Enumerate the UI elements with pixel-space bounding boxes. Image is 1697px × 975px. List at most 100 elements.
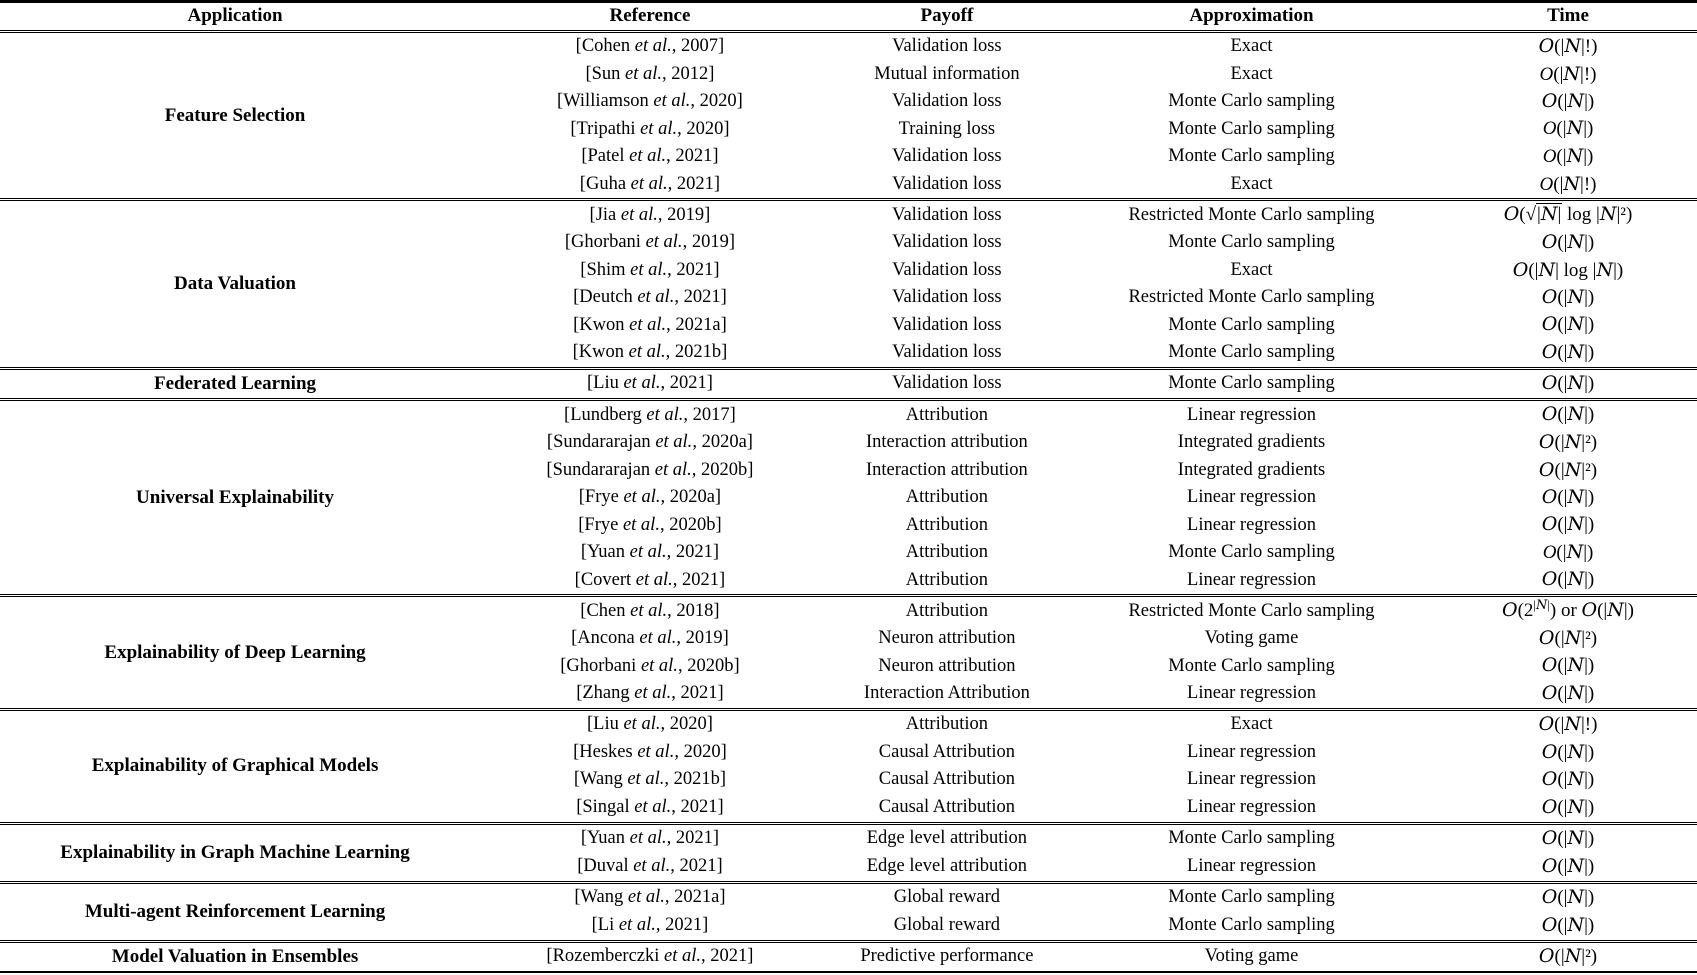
time-cell: O(|N|)	[1541, 485, 1595, 508]
time-cell: O(|N|)	[1541, 340, 1595, 363]
time-cell: O(|N|)	[1541, 826, 1595, 849]
table-row: Multi-agent Reinforcement Learning [Wang …	[0, 882, 1697, 921]
table-row: [Kwon et al., 2021a] Validation loss Monte…	[0, 312, 1697, 339]
reference-cell: [Singal et al., 2021]	[576, 797, 724, 817]
payoff-cell: Predictive performance	[860, 946, 1034, 967]
table-body: Feature Selection [Cohen et al., 2007] Val…	[0, 31, 1697, 973]
reference-cell: [Jia et al., 2019]	[589, 204, 711, 225]
approximation-cell: Linear regression	[1187, 514, 1316, 535]
table-row: [Guha et al., 2021] Validation loss Exact O…	[0, 171, 1697, 200]
time-cell: O(2|N|) or O(|N|)	[1501, 596, 1635, 622]
reference-cell: [Liu et al., 2021]	[586, 373, 713, 394]
payoff-cell: Mutual information	[874, 63, 1020, 84]
approximation-cell: Voting game	[1204, 628, 1299, 649]
approximation-cell: Exact	[1230, 714, 1273, 735]
reference-cell: [Yuan et al., 2021]	[580, 541, 720, 562]
table-row: [Ghorbani et al., 2020b] Neuron attributi…	[0, 653, 1697, 680]
approximation-cell: Exact	[1230, 173, 1273, 194]
time-cell: O(|N|!)	[1539, 62, 1597, 85]
payoff-cell: Interaction attribution	[865, 432, 1028, 453]
time-cell: O(|N| log |N|)	[1512, 258, 1624, 281]
time-cell: O(|N|²)	[1538, 458, 1598, 481]
payoff-cell: Attribution	[905, 404, 989, 425]
payoff-cell: Attribution	[905, 487, 989, 508]
time-cell: O(|N|²)	[1538, 944, 1598, 967]
time-cell: O(|N|)	[1541, 403, 1595, 426]
time-cell: O(√|N| log |N|²)	[1503, 203, 1633, 226]
table-row: [Frye et al., 2020b] Attribution Linear re…	[0, 512, 1697, 539]
reference-cell: [Sundararajan et al., 2020b]	[546, 459, 754, 480]
payoff-cell: Attribution	[905, 514, 989, 535]
approximation-cell: Linear regression	[1187, 797, 1316, 817]
payoff-cell: Global reward	[893, 914, 1001, 935]
table-row: Feature Selection [Cohen et al., 2007] Val…	[0, 31, 1697, 125]
table-row: Explainability in Graph Machine Learning…	[0, 823, 1697, 862]
table-row: [Deutch et al., 2021] Validation loss Rest…	[0, 284, 1697, 311]
table-row: Model Valuation in Ensembles [Rozemberczk…	[0, 941, 1697, 972]
approximation-cell: Integrated gradients	[1177, 459, 1326, 480]
table-row: [Sun et al., 2012] Mutual information Exac…	[0, 61, 1697, 88]
application-cell: Multi-agent Reinforcement Learning	[84, 900, 386, 922]
table-row: Federated Learning [Liu et al., 2021] Vali…	[0, 368, 1697, 400]
time-cell: O(|N|)	[1542, 540, 1594, 563]
approximation-cell: Monte Carlo sampling	[1168, 886, 1335, 907]
approximation-cell: Integrated gradients	[1177, 432, 1326, 453]
payoff-cell: Validation loss	[892, 232, 1002, 253]
time-cell: O(|N|)	[1541, 568, 1595, 591]
approximation-cell: Monte Carlo sampling	[1168, 232, 1335, 253]
time-cell: O(|N|)	[1542, 144, 1594, 167]
payoff-cell: Attribution	[905, 600, 989, 621]
payoff-cell: Validation loss	[892, 91, 1002, 112]
header-row: Application Reference Payoff Approximati…	[0, 2, 1697, 32]
approximation-cell: Linear regression	[1187, 855, 1316, 876]
time-cell: O(|N|)	[1541, 313, 1595, 336]
time-cell: O(|N|)	[1541, 854, 1595, 877]
col-header-application: Application	[187, 5, 283, 26]
time-cell: O(|N|²)	[1538, 431, 1598, 454]
approximation-cell: Linear regression	[1187, 741, 1316, 762]
table-row: Universal Explainability [Lundberg et al.…	[0, 399, 1697, 507]
table-row: [Williamson et al., 2020] Validation loss…	[0, 88, 1697, 115]
approximation-cell: Linear regression	[1187, 683, 1316, 704]
reference-cell: [Rozemberczki et al., 2021]	[546, 946, 754, 967]
application-cell: Data Valuation	[174, 273, 296, 295]
payoff-cell: Neuron attribution	[878, 628, 1016, 649]
table-row: [Tripathi et al., 2020] Training loss Mont…	[0, 116, 1697, 143]
time-cell: O(|N|)	[1541, 654, 1595, 677]
payoff-cell: Neuron attribution	[878, 655, 1016, 676]
time-cell: O(|N|)	[1541, 740, 1595, 763]
reference-cell: [Ghorbani et al., 2020b]	[560, 655, 740, 676]
time-cell: O(|N|)	[1541, 231, 1595, 254]
payoff-cell: Causal Attribution	[878, 769, 1015, 790]
application-cell: Explainability of Graphical Models	[91, 755, 379, 777]
reference-cell: [Tripathi et al., 2020]	[570, 118, 730, 139]
reference-cell: [Sundararajan et al., 2020a]	[546, 432, 753, 453]
table-row: Explainability of Deep Learning [Chen et …	[0, 595, 1697, 662]
table-row: [Sundararajan et al., 2020b] Interaction …	[0, 457, 1697, 484]
payoff-cell: Edge level attribution	[866, 855, 1028, 876]
time-cell: O(|N|)	[1542, 117, 1594, 140]
payoff-cell: Attribution	[905, 541, 989, 562]
reference-cell: [Cohen et al., 2007]	[575, 36, 725, 57]
col-header-payoff: Payoff	[920, 5, 974, 26]
approximation-cell: Linear regression	[1187, 569, 1316, 590]
reference-cell: [Heskes et al., 2020]	[573, 741, 727, 762]
time-cell: O(|N|!)	[1538, 713, 1598, 735]
reference-cell: [Frye et al., 2020a]	[578, 487, 722, 508]
reference-cell: [Kwon et al., 2021a]	[573, 314, 727, 335]
application-cell: Feature Selection	[164, 104, 306, 126]
application-cell: Universal Explainability	[136, 486, 334, 508]
reference-cell: [Yuan et al., 2021]	[580, 827, 720, 848]
table-row: [Singal et al., 2021] Causal Attribution L…	[0, 794, 1697, 823]
approximation-cell: Monte Carlo sampling	[1168, 827, 1335, 848]
reference-cell: [Duval et al., 2021]	[577, 855, 723, 876]
reference-cell: [Guha et al., 2021]	[579, 173, 721, 194]
approximation-cell: Monte Carlo sampling	[1168, 118, 1335, 139]
approximation-cell: Restricted Monte Carlo sampling	[1128, 287, 1375, 308]
approximation-cell: Restricted Monte Carlo sampling	[1128, 600, 1375, 621]
reference-cell: [Kwon et al., 2021b]	[572, 342, 728, 363]
reference-cell: [Lundberg et al., 2017]	[564, 404, 736, 425]
reference-cell: [Li et al., 2021]	[591, 914, 709, 935]
approximation-cell: Monte Carlo sampling	[1168, 541, 1335, 562]
